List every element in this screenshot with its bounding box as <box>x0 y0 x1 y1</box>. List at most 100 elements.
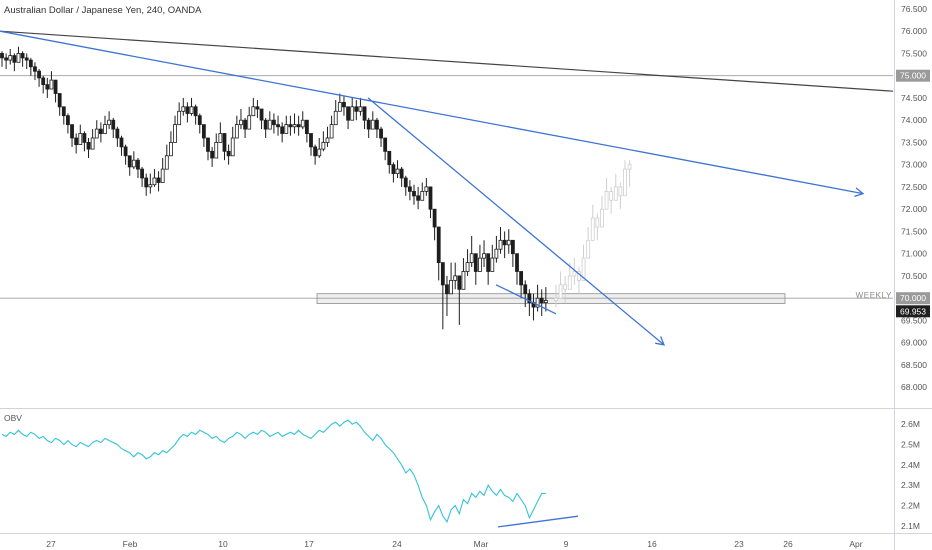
candle[interactable] <box>506 229 511 254</box>
candle[interactable] <box>94 120 99 139</box>
candle[interactable] <box>346 106 350 130</box>
candle[interactable] <box>20 51 25 67</box>
candle[interactable] <box>177 102 182 126</box>
candle[interactable] <box>329 115 334 139</box>
candle[interactable] <box>387 150 392 174</box>
candle[interactable] <box>272 113 276 134</box>
candle[interactable] <box>445 275 449 316</box>
candle[interactable] <box>136 158 140 178</box>
long-term-resistance-line[interactable] <box>0 30 894 92</box>
candle[interactable] <box>156 171 161 192</box>
candle[interactable] <box>424 178 429 196</box>
candle[interactable] <box>342 95 346 116</box>
candle[interactable] <box>78 124 83 146</box>
candle[interactable] <box>490 244 495 272</box>
candle[interactable] <box>362 106 367 130</box>
candle[interactable] <box>267 111 272 130</box>
candle[interactable] <box>337 93 342 112</box>
candle[interactable] <box>214 133 219 159</box>
candle[interactable] <box>218 122 223 143</box>
candle[interactable] <box>37 69 41 87</box>
candle[interactable] <box>131 151 136 170</box>
candle[interactable] <box>350 97 355 121</box>
candle[interactable] <box>440 262 445 330</box>
candle[interactable] <box>239 109 243 130</box>
candle[interactable] <box>383 137 388 161</box>
candle[interactable] <box>226 144 231 165</box>
candle[interactable] <box>8 49 13 65</box>
candle[interactable] <box>412 184 416 205</box>
candle[interactable] <box>461 258 466 290</box>
candle[interactable] <box>354 100 359 121</box>
candle[interactable] <box>478 244 482 272</box>
candle[interactable] <box>333 100 338 126</box>
candle[interactable] <box>288 115 293 136</box>
candle[interactable] <box>313 144 318 165</box>
candle[interactable] <box>321 131 326 152</box>
candle[interactable] <box>0 51 4 67</box>
candle[interactable] <box>482 240 486 267</box>
candle[interactable] <box>379 126 383 147</box>
candle[interactable] <box>428 186 433 219</box>
candle[interactable] <box>391 162 396 183</box>
candle[interactable] <box>193 104 198 125</box>
candle[interactable] <box>119 135 124 156</box>
candle[interactable] <box>255 100 260 118</box>
candle[interactable] <box>140 166 144 187</box>
candle[interactable] <box>74 133 79 154</box>
candle[interactable] <box>189 97 194 116</box>
candle[interactable] <box>169 131 173 157</box>
candle[interactable] <box>66 113 70 134</box>
candle[interactable] <box>181 97 186 116</box>
candle[interactable] <box>148 173 153 194</box>
candle[interactable] <box>82 131 87 152</box>
candle[interactable] <box>24 53 29 69</box>
candle[interactable] <box>317 138 322 158</box>
candle[interactable] <box>49 71 54 90</box>
candle[interactable] <box>486 253 491 285</box>
wedge-lower-line[interactable] <box>495 284 557 315</box>
candle[interactable] <box>53 79 58 103</box>
candle[interactable] <box>4 53 9 69</box>
candle[interactable] <box>527 289 532 316</box>
price-axis[interactable]: 68.000 68.500 69.000 69.500 70.000 70.500 71.0… <box>896 4 930 392</box>
candle[interactable] <box>33 62 37 81</box>
candle[interactable] <box>543 287 548 312</box>
candle[interactable] <box>296 115 301 136</box>
candle[interactable] <box>197 113 202 134</box>
candle[interactable] <box>206 137 210 161</box>
obv-series-line[interactable] <box>1 419 546 524</box>
candle[interactable] <box>160 158 165 183</box>
candle[interactable] <box>502 231 507 259</box>
candle[interactable] <box>436 226 441 281</box>
candle[interactable] <box>111 117 116 138</box>
candle[interactable] <box>251 97 256 117</box>
candle[interactable] <box>107 111 112 130</box>
candle[interactable] <box>473 253 478 285</box>
candle[interactable] <box>28 57 33 76</box>
candle[interactable] <box>243 117 247 138</box>
candle[interactable] <box>45 77 50 98</box>
candle[interactable] <box>98 122 103 143</box>
candle[interactable] <box>247 106 252 130</box>
candle[interactable] <box>395 160 400 178</box>
candle[interactable] <box>210 146 215 167</box>
candle[interactable] <box>465 249 470 276</box>
candle[interactable] <box>407 180 412 201</box>
candle[interactable] <box>515 253 519 285</box>
candle[interactable] <box>457 275 462 325</box>
candle[interactable] <box>127 155 132 176</box>
candle[interactable] <box>222 133 227 161</box>
candle[interactable] <box>519 271 524 299</box>
candle[interactable] <box>469 235 474 267</box>
candle[interactable] <box>292 113 297 134</box>
candle[interactable] <box>498 227 503 254</box>
candle[interactable] <box>173 115 177 143</box>
candle[interactable] <box>453 262 458 290</box>
candle[interactable] <box>449 262 453 295</box>
candle[interactable] <box>263 117 268 138</box>
candle[interactable] <box>16 46 21 63</box>
candle[interactable] <box>12 53 17 72</box>
candle[interactable] <box>539 289 544 316</box>
candle[interactable] <box>358 97 363 116</box>
